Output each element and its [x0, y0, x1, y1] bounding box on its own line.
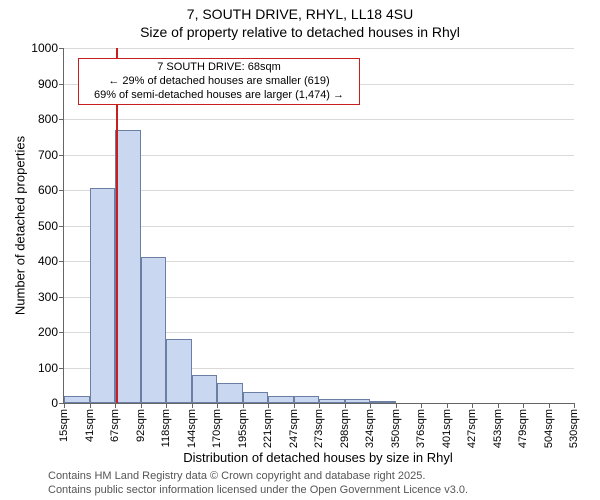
xtick-mark — [115, 403, 116, 408]
xtick-mark — [345, 403, 346, 408]
histogram-bar — [115, 130, 141, 403]
xtick-mark — [192, 403, 193, 408]
ytick-label: 900 — [38, 77, 58, 91]
xtick-mark — [268, 403, 269, 408]
xtick-mark — [396, 403, 397, 408]
histogram-bar — [243, 392, 269, 403]
xtick-label: 324sqm — [364, 409, 376, 448]
gridline — [64, 48, 574, 49]
ytick-label: 300 — [38, 290, 58, 304]
x-axis-title: Distribution of detached houses by size … — [63, 450, 573, 465]
xtick-mark — [217, 403, 218, 408]
xtick-label: 453sqm — [492, 409, 504, 448]
xtick-label: 41sqm — [84, 409, 96, 442]
ytick-mark — [59, 297, 64, 298]
xtick-mark — [90, 403, 91, 408]
ytick-label: 200 — [38, 325, 58, 339]
ytick-mark — [59, 155, 64, 156]
annotation-line3: 69% of semi-detached houses are larger (… — [85, 89, 353, 103]
histogram-bar — [345, 399, 371, 403]
xtick-label: 247sqm — [288, 409, 300, 448]
histogram-bar — [268, 396, 294, 403]
footer-line2: Contains public sector information licen… — [48, 484, 468, 498]
ytick-mark — [59, 261, 64, 262]
xtick-mark — [294, 403, 295, 408]
y-axis-title: Number of detached properties — [13, 126, 28, 326]
xtick-label: 298sqm — [339, 409, 351, 448]
xtick-label: 479sqm — [517, 409, 529, 448]
xtick-label: 530sqm — [568, 409, 580, 448]
ytick-label: 0 — [51, 396, 58, 410]
xtick-mark — [64, 403, 65, 408]
xtick-label: 376sqm — [415, 409, 427, 448]
xtick-label: 504sqm — [543, 409, 555, 448]
histogram-bar — [64, 396, 90, 403]
ytick-mark — [59, 226, 64, 227]
xtick-label: 144sqm — [186, 409, 198, 448]
xtick-label: 92sqm — [135, 409, 147, 442]
ytick-mark — [59, 119, 64, 120]
xtick-label: 427sqm — [466, 409, 478, 448]
xtick-mark — [447, 403, 448, 408]
ytick-mark — [59, 190, 64, 191]
xtick-label: 170sqm — [211, 409, 223, 448]
ytick-mark — [59, 368, 64, 369]
xtick-mark — [549, 403, 550, 408]
xtick-label: 195sqm — [237, 409, 249, 448]
histogram-bar — [192, 375, 218, 403]
annotation-box: 7 SOUTH DRIVE: 68sqm← 29% of detached ho… — [78, 58, 360, 105]
histogram-chart: 7, SOUTH DRIVE, RHYL, LL18 4SU Size of p… — [0, 0, 600, 500]
xtick-mark — [523, 403, 524, 408]
xtick-mark — [498, 403, 499, 408]
histogram-bar — [166, 339, 192, 403]
xtick-mark — [141, 403, 142, 408]
xtick-mark — [421, 403, 422, 408]
histogram-bar — [217, 383, 243, 403]
xtick-mark — [370, 403, 371, 408]
histogram-bar — [294, 396, 320, 403]
xtick-label: 118sqm — [160, 409, 172, 447]
xtick-label: 273sqm — [313, 409, 325, 448]
ytick-label: 600 — [38, 183, 58, 197]
ytick-label: 700 — [38, 148, 58, 162]
gridline — [64, 226, 574, 227]
xtick-mark — [166, 403, 167, 408]
xtick-label: 350sqm — [390, 409, 402, 448]
xtick-label: 67sqm — [109, 409, 121, 442]
xtick-mark — [472, 403, 473, 408]
gridline — [64, 190, 574, 191]
histogram-bar — [90, 188, 116, 403]
xtick-mark — [243, 403, 244, 408]
footer-line1: Contains HM Land Registry data © Crown c… — [48, 470, 468, 484]
ytick-label: 1000 — [31, 41, 58, 55]
ytick-mark — [59, 48, 64, 49]
annotation-line2: ← 29% of detached houses are smaller (61… — [85, 75, 353, 89]
chart-title-line2: Size of property relative to detached ho… — [0, 24, 600, 40]
ytick-mark — [59, 332, 64, 333]
gridline — [64, 155, 574, 156]
ytick-label: 800 — [38, 112, 58, 126]
ytick-label: 500 — [38, 219, 58, 233]
histogram-bar — [141, 257, 167, 403]
histogram-bar — [370, 401, 396, 403]
gridline — [64, 119, 574, 120]
ytick-label: 100 — [38, 361, 58, 375]
ytick-label: 400 — [38, 254, 58, 268]
annotation-line1: 7 SOUTH DRIVE: 68sqm — [85, 61, 353, 75]
xtick-label: 15sqm — [58, 409, 70, 442]
histogram-bar — [319, 399, 345, 403]
xtick-mark — [574, 403, 575, 408]
ytick-mark — [59, 84, 64, 85]
xtick-mark — [319, 403, 320, 408]
xtick-label: 221sqm — [262, 409, 274, 448]
chart-title-line1: 7, SOUTH DRIVE, RHYL, LL18 4SU — [0, 6, 600, 22]
xtick-label: 401sqm — [441, 409, 453, 448]
